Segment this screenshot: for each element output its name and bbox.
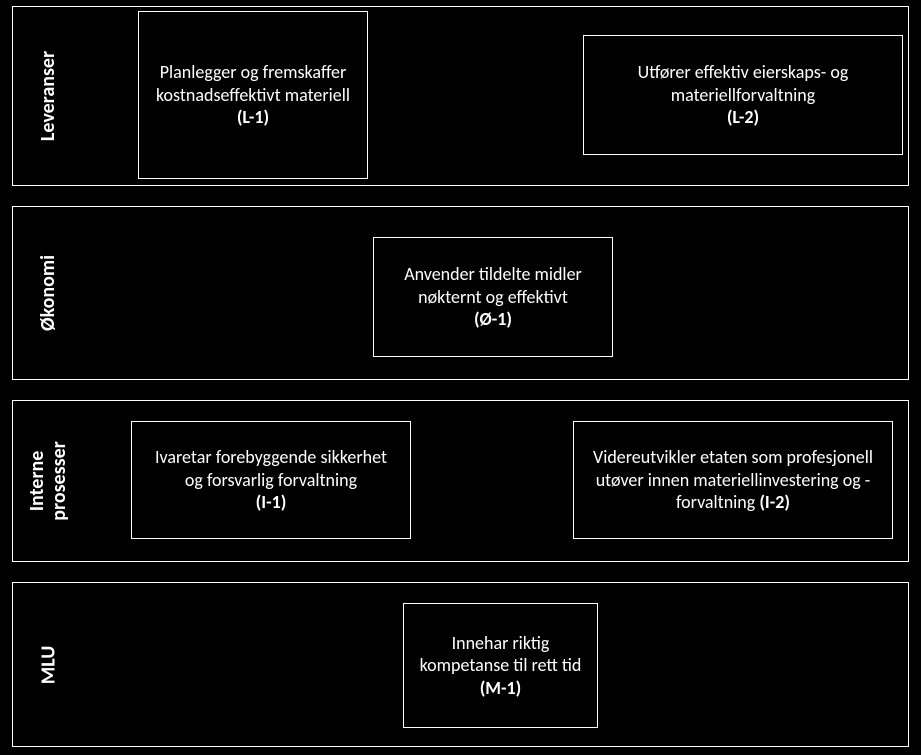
row-mlu-boxes: Innehar riktig kompetanse til rett tid (… xyxy=(83,583,898,746)
box-i1-text: Ivaretar forebyggende sikkerhet og forsv… xyxy=(155,446,387,491)
box-l1: Planlegger og fremskaffer kostnadseffekt… xyxy=(138,11,368,179)
box-m1-code: (M-1) xyxy=(480,677,522,699)
row-label-text: Leveranser xyxy=(37,51,59,141)
row-label-mlu: MLU xyxy=(13,583,83,746)
box-l1-code: (L-1) xyxy=(237,106,269,128)
row-interne-boxes: Ivaretar forebyggende sikkerhet og forsv… xyxy=(83,401,898,561)
row-label-leveranser: Leveranser xyxy=(13,7,83,185)
box-m1: Innehar riktig kompetanse til rett tid (… xyxy=(403,603,598,728)
row-leveranser: Leveranser Planlegger og fremskaffer kos… xyxy=(12,6,909,186)
row-leveranser-boxes: Planlegger og fremskaffer kostnadseffekt… xyxy=(83,7,898,185)
row-label-text: Økonomi xyxy=(37,255,59,331)
row-label-okonomi: Økonomi xyxy=(13,207,83,379)
row-label-interne: Interne prosesser xyxy=(13,401,83,561)
box-o1-text: Anvender tildelte midler nøkternt og eff… xyxy=(404,263,582,308)
row-interne: Interne prosesser Ivaretar forebyggende … xyxy=(12,400,909,562)
box-l2-text: Utfører effektiv eierskaps- og materiell… xyxy=(638,61,849,106)
box-i2: Videreutvikler etaten som profesjonell u… xyxy=(573,421,893,539)
box-l2: Utfører effektiv eierskaps- og materiell… xyxy=(583,35,903,155)
box-l2-code: (L-2) xyxy=(727,106,759,128)
row-label-text: Interne prosesser xyxy=(26,441,70,521)
box-i1-code: (I-1) xyxy=(256,491,287,513)
row-mlu: MLU Innehar riktig kompetanse til rett t… xyxy=(12,582,909,747)
row-okonomi: Økonomi Anvender tildelte midler nøktern… xyxy=(12,206,909,380)
box-l1-text: Planlegger og fremskaffer kostnadseffekt… xyxy=(156,61,350,106)
box-i2-text: Videreutvikler etaten som profesjonell u… xyxy=(593,446,873,513)
row-label-text: MLU xyxy=(37,645,59,684)
box-i1: Ivaretar forebyggende sikkerhet og forsv… xyxy=(131,421,411,539)
row-okonomi-boxes: Anvender tildelte midler nøkternt og eff… xyxy=(83,207,898,379)
box-o1: Anvender tildelte midler nøkternt og eff… xyxy=(373,237,613,357)
box-m1-text: Innehar riktig kompetanse til rett tid xyxy=(420,632,582,677)
box-o1-code: (Ø-1) xyxy=(474,308,512,330)
box-i2-code: (I-2) xyxy=(759,491,790,513)
